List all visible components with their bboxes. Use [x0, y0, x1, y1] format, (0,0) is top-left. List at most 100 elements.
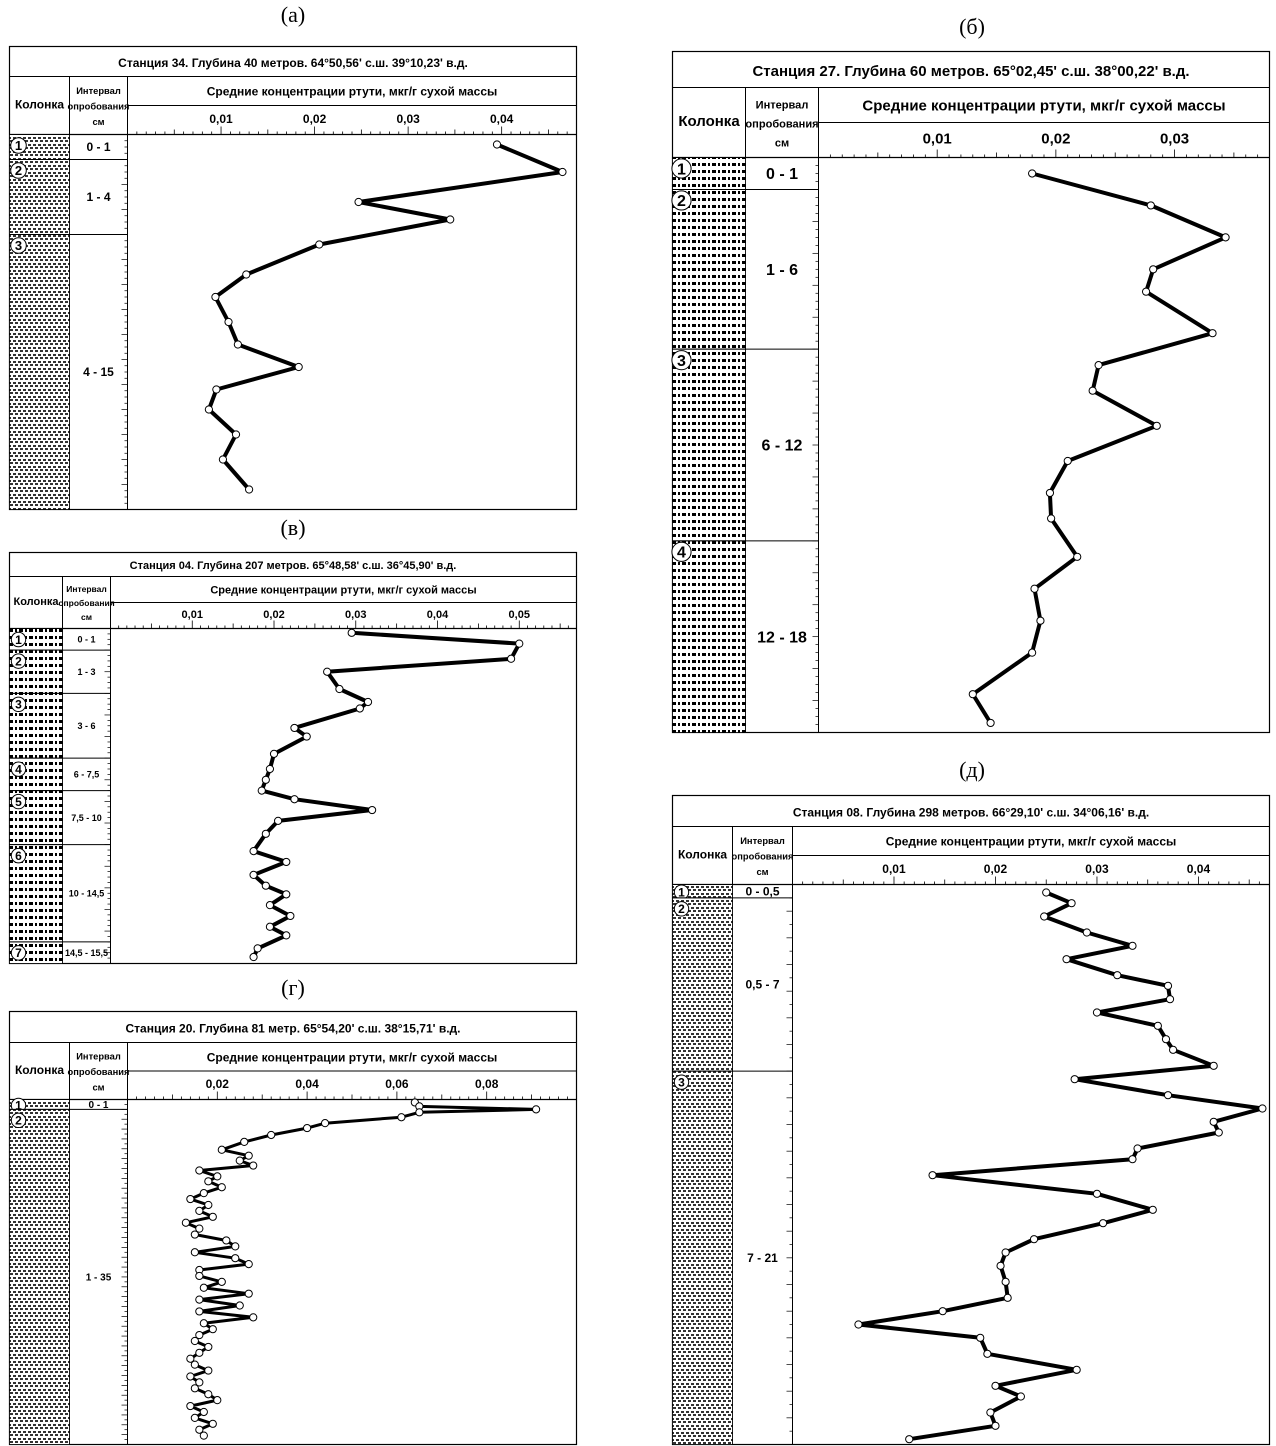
lithology-layer: [672, 897, 733, 1072]
data-point: [1161, 1035, 1171, 1044]
layer-number-badge: [10, 137, 27, 154]
data-point: [1070, 1075, 1079, 1084]
data-point: [1098, 1219, 1108, 1228]
x-axis-label: Средние концентрации ртути, мкг/г сухой …: [886, 835, 1177, 849]
interval-header-line: Интервал: [76, 1052, 121, 1062]
data-point: [1148, 1205, 1157, 1214]
data-point: [515, 639, 524, 648]
data-point: [991, 1381, 1000, 1390]
layer-number-badge: [671, 190, 692, 211]
data-point: [1113, 971, 1122, 980]
concentration-line: [970, 171, 1228, 725]
data-point: [261, 829, 270, 838]
interval-header-line: см: [81, 612, 92, 622]
data-point: [199, 1283, 208, 1292]
data-point: [249, 1313, 258, 1322]
data-point: [1094, 361, 1103, 370]
layer-interval-label: 1 - 35: [86, 1272, 112, 1283]
chart-title: Станция 08. Глубина 298 метров. 66°29,10…: [793, 806, 1149, 820]
data-point: [195, 1271, 204, 1281]
data-point: [195, 1307, 204, 1316]
data-point: [208, 1419, 217, 1428]
data-point: [190, 1336, 199, 1346]
data-point: [208, 1325, 217, 1334]
data-point: [195, 1425, 204, 1434]
layer-number: 2: [678, 902, 685, 916]
data-point: [244, 1260, 253, 1269]
data-point: [531, 1105, 541, 1114]
data-point: [190, 1413, 199, 1422]
interval-header-line: опробования: [68, 102, 130, 112]
x-tick-label: 0,02: [984, 862, 1008, 876]
layer-number: 3: [15, 698, 22, 712]
chart-a: Станция 34. Глубина 40 метров. 64°50,56'…: [8, 45, 578, 511]
data-point: [224, 317, 233, 327]
layer-number: 3: [15, 238, 22, 253]
data-point: [1001, 1277, 1010, 1286]
x-axis-label: Средние концентрации ртути, мкг/г сухой …: [210, 585, 476, 597]
data-point: [294, 362, 303, 372]
data-point: [1073, 552, 1082, 561]
data-point: [1153, 1021, 1162, 1030]
data-point: [195, 1206, 204, 1215]
data-point: [231, 430, 241, 439]
data-point: [244, 1151, 253, 1160]
data-point: [282, 890, 291, 899]
data-point: [195, 1348, 204, 1357]
lithology-layer: [672, 1070, 733, 1445]
data-point: [269, 749, 279, 758]
data-point: [363, 697, 373, 707]
data-point: [1030, 584, 1039, 593]
data-point: [938, 1307, 947, 1316]
x-axis-label: Средние концентрации ртути, мкг/г сухой …: [207, 1050, 498, 1064]
data-point: [1016, 1392, 1025, 1401]
data-point: [190, 1248, 199, 1257]
interval-header-line: опробования: [745, 118, 818, 130]
data-point: [1082, 928, 1091, 937]
data-point: [1042, 888, 1051, 897]
column-header: Колонка: [678, 847, 727, 861]
interval-header-line: см: [92, 1082, 104, 1092]
layer-number-badge: [10, 793, 27, 810]
lithology-layer: [672, 540, 746, 733]
data-point: [249, 870, 258, 879]
data-point: [1028, 169, 1037, 178]
data-point: [199, 1189, 208, 1198]
data-point: [1208, 329, 1217, 338]
data-point: [217, 1183, 226, 1192]
data-point: [1152, 421, 1161, 430]
data-point: [213, 1396, 222, 1405]
data-point: [212, 385, 221, 394]
interval-header-line: см: [756, 867, 768, 877]
x-tick-label: 0,01: [182, 609, 203, 621]
chart-g: Станция 20. Глубина 81 метр. 65°54,20' с…: [8, 1010, 578, 1446]
layer-interval-label: 7,5 - 10: [71, 813, 102, 823]
interval-header-line: см: [775, 137, 789, 149]
data-point: [265, 764, 275, 774]
data-point: [1168, 1045, 1178, 1054]
data-point: [204, 1200, 213, 1210]
data-point: [244, 1289, 253, 1298]
chart-title: Станция 04. Глубина 207 метров. 65°48,58…: [130, 560, 457, 572]
x-tick-label: 0,06: [385, 1077, 409, 1091]
layer-interval-label: 6 - 7,5: [74, 770, 100, 780]
layer-interval-label: 6 - 12: [762, 438, 803, 455]
layer-interval-label: 0 - 1: [86, 140, 110, 154]
data-point: [415, 1108, 424, 1117]
data-point: [1036, 616, 1045, 625]
data-point: [231, 1254, 240, 1263]
data-point: [186, 1372, 195, 1381]
data-point: [286, 911, 295, 921]
layer-interval-label: 0 - 0,5: [745, 884, 779, 898]
x-tick-label: 0,04: [295, 1077, 319, 1091]
chart-title: Станция 34. Глубина 40 метров. 64°50,56'…: [118, 56, 468, 70]
lithology-layer: [9, 234, 70, 510]
data-point: [492, 140, 502, 149]
data-point: [1209, 1061, 1218, 1070]
data-point: [245, 485, 254, 494]
x-tick-label: 0,01: [923, 131, 952, 148]
layer-interval-label: 0 - 1: [88, 1100, 108, 1111]
data-point: [1221, 233, 1230, 242]
data-point: [249, 1161, 258, 1170]
layer-interval-label: 0,5 - 7: [745, 978, 779, 992]
